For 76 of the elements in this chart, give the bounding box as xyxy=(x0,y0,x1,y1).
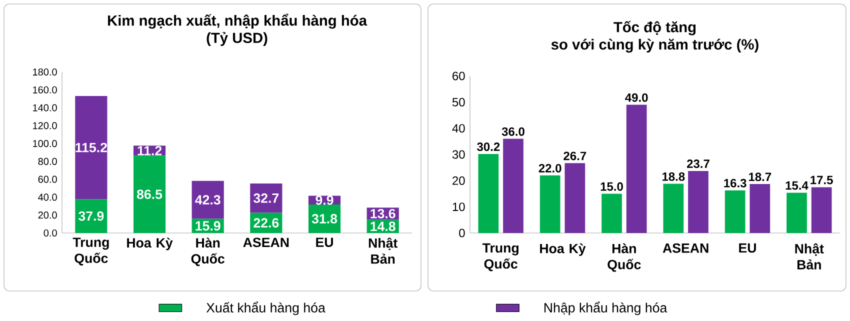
bar xyxy=(663,184,684,233)
data-label: 22.0 xyxy=(538,164,562,172)
data-label: 11.2 xyxy=(138,146,162,156)
data-label: 15.9 xyxy=(196,221,220,231)
x-tick-label: Trung Quốc xyxy=(72,238,109,266)
y-tick-label: 60 xyxy=(452,72,465,80)
data-label: 30.2 xyxy=(477,142,500,152)
data-label: 9.9 xyxy=(316,195,334,205)
bar xyxy=(786,192,807,233)
bar xyxy=(75,199,108,233)
chart-title: Tốc độ tăng xyxy=(614,20,696,36)
y-tick-label: 40.0 xyxy=(38,194,57,201)
legend-label: Xuất khẩu hàng hóa xyxy=(206,302,326,316)
data-label: 16.3 xyxy=(724,178,746,188)
bar xyxy=(602,194,622,233)
y-tick-label: 20.0 xyxy=(38,212,57,219)
y-tick-label: 10 xyxy=(452,202,465,212)
data-label: 36.0 xyxy=(502,127,524,136)
y-tick-label: 180.0 xyxy=(33,68,57,76)
x-tick-label: Hàn Quốc xyxy=(608,243,641,272)
bar xyxy=(540,175,560,233)
y-tick-label: 0.0 xyxy=(44,229,57,237)
data-label: 26.7 xyxy=(564,152,586,160)
bar xyxy=(811,187,832,233)
x-tick-label: ASEAN xyxy=(662,243,708,253)
chart-title: Kim ngạch xuất, nhập khẩu hàng hóa xyxy=(108,14,368,29)
bar xyxy=(750,184,770,233)
data-label: 42.3 xyxy=(195,195,220,205)
data-label: 23.7 xyxy=(686,160,710,168)
y-tick-label: 50 xyxy=(452,98,465,106)
x-tick-label: Hoa Kỳ xyxy=(540,243,586,256)
bar xyxy=(133,156,166,233)
x-tick-label: Hàn Quốc xyxy=(191,238,224,266)
y-tick-label: 80.0 xyxy=(38,158,57,165)
chart-subtitle: so với cùng kỳ năm trước (%) xyxy=(551,38,758,53)
x-tick-label: ASEAN xyxy=(243,238,289,248)
data-label: 115.2 xyxy=(76,142,107,152)
y-tick-label: 30 xyxy=(452,150,465,159)
x-tick-label: EU xyxy=(316,238,333,247)
y-tick-label: 100.0 xyxy=(33,140,57,148)
bar xyxy=(688,170,708,233)
x-tick-label: Nhật Bản xyxy=(795,243,824,270)
bar xyxy=(250,184,282,213)
data-label: 15.0 xyxy=(600,182,623,191)
bar xyxy=(503,138,524,233)
y-tick-label: 20 xyxy=(452,176,465,185)
y-tick-label: 60.0 xyxy=(38,176,57,183)
y-tick-label: 0 xyxy=(459,228,465,238)
x-tick-label: Trung Quốc xyxy=(482,243,518,272)
data-label: 15.4 xyxy=(786,181,808,190)
data-label: 13.6 xyxy=(370,208,396,218)
data-label: 17.5 xyxy=(810,176,833,184)
data-label: 49.0 xyxy=(625,93,648,102)
data-label: 22.6 xyxy=(254,218,279,228)
bar xyxy=(626,104,647,233)
bar xyxy=(564,163,586,233)
bar xyxy=(192,180,224,219)
data-label: 32.7 xyxy=(254,193,279,203)
y-tick-label: 40 xyxy=(452,124,465,133)
data-label: 18.7 xyxy=(748,172,772,182)
data-label: 14.8 xyxy=(370,222,396,232)
bar xyxy=(724,190,746,233)
chart-subtitle: (Tỷ USD) xyxy=(206,32,268,46)
data-label: 18.8 xyxy=(662,172,685,181)
data-label: 31.8 xyxy=(312,214,338,224)
y-tick-label: 160.0 xyxy=(33,86,57,94)
x-tick-label: Hoa Kỳ xyxy=(127,238,173,250)
bar xyxy=(478,154,499,233)
data-label: 37.9 xyxy=(78,211,104,221)
bar xyxy=(75,96,108,200)
x-tick-label: EU xyxy=(739,243,756,253)
x-tick-label: Nhật Bản xyxy=(368,238,398,264)
data-label: 86.5 xyxy=(136,190,162,200)
legend-label: Nhập khẩu hàng hóa xyxy=(544,302,668,316)
y-tick-label: 120.0 xyxy=(33,122,57,130)
y-tick-label: 140.0 xyxy=(33,104,57,112)
